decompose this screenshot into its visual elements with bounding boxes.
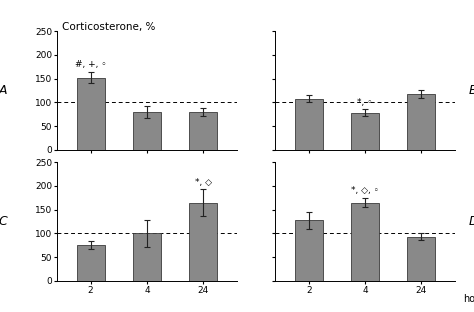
Text: *, ◇: *, ◇ [195,178,212,187]
Bar [351,202,379,281]
Text: *, ◇, ◦: *, ◇, ◦ [351,186,379,195]
Bar [351,113,379,150]
Text: *, ◦: *, ◦ [357,98,373,107]
Bar [189,202,217,281]
Bar [77,245,105,281]
Text: B: B [469,84,474,97]
Bar [77,78,105,150]
Text: #, +, ◦: #, +, ◦ [75,60,106,69]
Bar [407,237,435,281]
Bar [133,112,161,150]
Bar [295,220,323,281]
Bar [295,99,323,150]
Bar [133,233,161,281]
Text: C: C [0,215,7,228]
Text: hours: hours [464,294,474,304]
Text: A: A [0,84,7,97]
Bar [407,94,435,150]
Text: Corticosterone, %: Corticosterone, % [62,22,155,32]
Bar [189,112,217,150]
Text: D: D [468,215,474,228]
